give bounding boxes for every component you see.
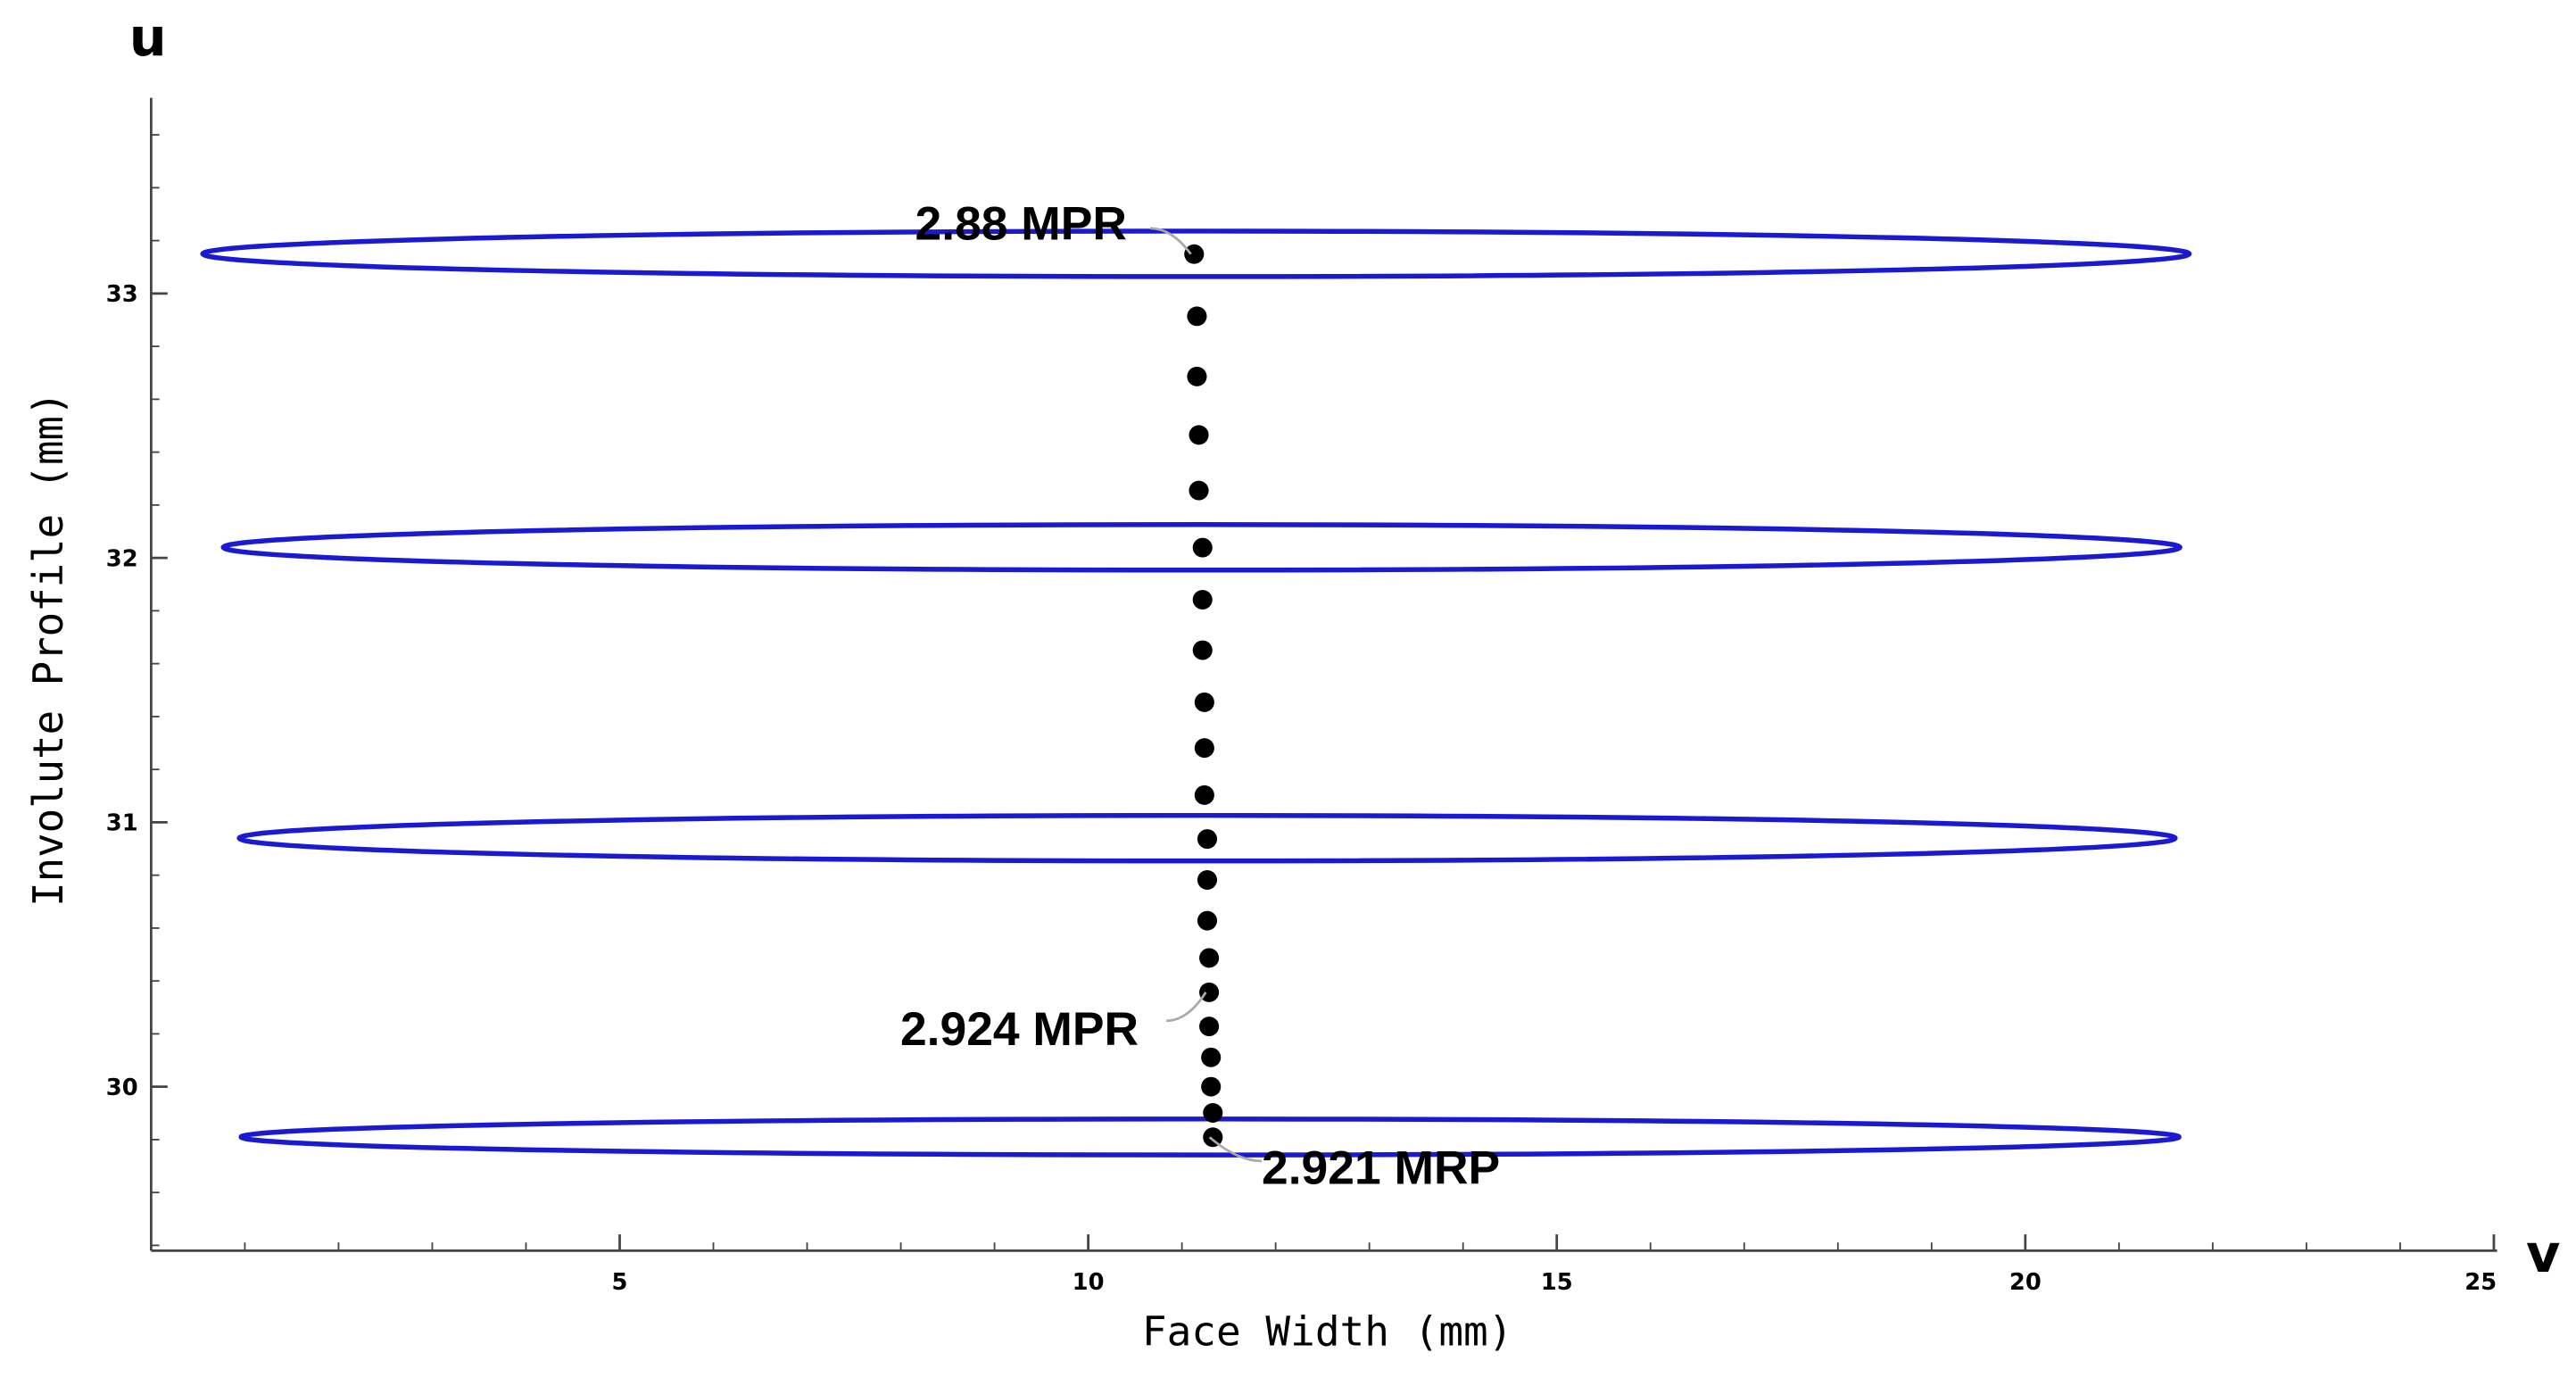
y-tick-label: 32 [106, 545, 138, 572]
point [1199, 948, 1220, 968]
point [1192, 589, 1213, 610]
y-tick-label: 30 [106, 1075, 138, 1101]
point [1201, 1047, 1222, 1067]
point [1203, 1127, 1223, 1148]
x-tick-label: 20 [2009, 1269, 2042, 1296]
point [1203, 1103, 1223, 1123]
point [1194, 692, 1214, 712]
point [1189, 425, 1209, 445]
annotation: 2.924 MPR [900, 1003, 1139, 1056]
point [1199, 982, 1220, 1002]
point [1187, 366, 1207, 386]
contact-ellipse [220, 522, 2183, 573]
x-axis-symbol: v [2526, 1224, 2560, 1284]
point [1194, 784, 1214, 805]
point [1194, 738, 1214, 759]
x-tick-label: 25 [2464, 1269, 2497, 1296]
annotation-leader [1166, 992, 1207, 1023]
point [1197, 829, 1218, 850]
contact-ellipse [200, 228, 2192, 279]
point [1201, 1076, 1222, 1097]
annotation-leader [1149, 227, 1192, 255]
point [1189, 480, 1209, 501]
y-tick-label: 31 [106, 810, 138, 837]
point [1192, 640, 1213, 660]
x-tick-label: 15 [1541, 1269, 1573, 1296]
y-tick-label: 33 [106, 281, 138, 308]
annotation-leader [1208, 1136, 1263, 1163]
x-tick-label: 5 [612, 1269, 628, 1296]
point [1192, 537, 1213, 558]
annotation: 2.921 MRP [1262, 1142, 1500, 1195]
point [1184, 244, 1205, 264]
y-axis-title: Involute Profile (mm) [24, 391, 72, 906]
contact-ellipse [236, 812, 2178, 864]
point [1197, 870, 1218, 890]
point [1199, 1017, 1220, 1037]
point [1197, 910, 1218, 931]
y-axis-symbol: u [129, 7, 167, 68]
point [1187, 306, 1207, 327]
annotation: 2.88 MPR [915, 198, 1127, 251]
x-tick-label: 10 [1073, 1269, 1105, 1296]
x-axis-title: Face Width (mm) [1142, 1307, 1513, 1355]
